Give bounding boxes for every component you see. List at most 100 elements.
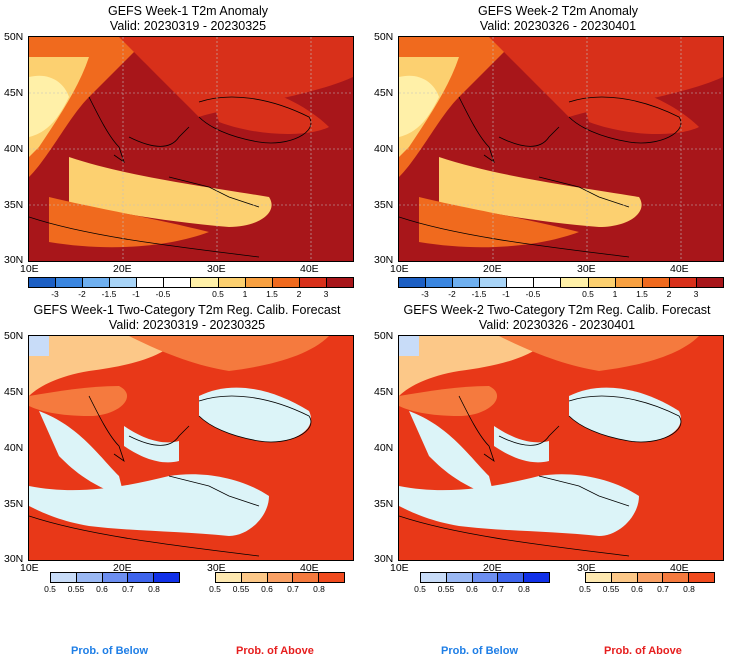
above1-swatch — [319, 573, 344, 582]
cb1-swatch-0 — [29, 278, 57, 287]
cb1-label: -2 — [78, 289, 86, 299]
cb1-label: 0.5 — [212, 289, 224, 299]
p4-lat-30: 30N — [374, 553, 394, 565]
p3-lon-30: 30E — [207, 562, 226, 574]
above2-swatch — [663, 573, 690, 582]
cb1-swatch-7 — [218, 278, 246, 287]
cb2-label: 1 — [612, 289, 618, 299]
above2-swatch — [586, 573, 612, 582]
cb2-label: -1.5 — [471, 289, 487, 299]
cb2-label: 1.5 — [636, 289, 648, 299]
above2-label: 0.55 — [602, 584, 620, 594]
p2-lat-35: 35N — [374, 199, 394, 211]
below2-swatch — [472, 573, 499, 582]
p1-lon-20: 20E — [113, 263, 132, 275]
anomaly-colorbar-2 — [398, 277, 724, 288]
p2-lon-40: 40E — [670, 263, 689, 275]
cb1-swatch-5 — [164, 278, 192, 287]
anomaly-map-week1 — [29, 37, 353, 261]
above1-label: 0.6 — [261, 584, 273, 594]
cb2-swatch-2 — [453, 278, 481, 287]
below1-label: 0.7 — [122, 584, 134, 594]
prob-above-labels-2: 0.5 0.55 0.6 0.7 0.8 — [579, 584, 715, 596]
p3-lon-20: 20E — [113, 562, 132, 574]
above2-swatch — [611, 573, 638, 582]
above1-label: 0.5 — [209, 584, 221, 594]
cb1-swatch-6 — [191, 278, 219, 287]
cb2-swatch-9 — [642, 278, 670, 287]
prob-above-labels-1: 0.5 0.55 0.6 0.7 0.8 — [209, 584, 345, 596]
cb2-swatch-5 — [534, 278, 562, 287]
panel4-title-text: GEFS Week-2 Two-Category T2m Reg. Calib.… — [403, 303, 711, 317]
p1-lat-40: 40N — [4, 143, 24, 155]
anomaly-map-week2 — [399, 37, 723, 261]
p2-lat-40: 40N — [374, 143, 394, 155]
p4-lat-45: 45N — [374, 386, 394, 398]
p1-lat-50: 50N — [4, 31, 24, 43]
cb1-label: -1 — [132, 289, 140, 299]
prob-below-labels-2: 0.5 0.55 0.6 0.7 0.8 — [414, 584, 550, 596]
p3-lat-30: 30N — [4, 553, 24, 565]
p2-lat-50: 50N — [374, 31, 394, 43]
cb2-swatch-1 — [426, 278, 454, 287]
p2-lat-30: 30N — [374, 254, 394, 266]
prob-below-colorbar-2 — [420, 572, 550, 583]
p3-lat-45: 45N — [4, 386, 24, 398]
p4-lon-40: 40E — [670, 562, 689, 574]
cb2-label: -3 — [421, 289, 429, 299]
below1-swatch — [102, 573, 129, 582]
cb2-swatch-8 — [615, 278, 643, 287]
cb1-swatch-8 — [245, 278, 273, 287]
above2-label: 0.8 — [683, 584, 695, 594]
panel3-title: GEFS Week-1 Two-Category T2m Reg. Calib.… — [2, 303, 372, 333]
below1-label: 0.55 — [67, 584, 85, 594]
p1-lon-30: 30E — [207, 263, 226, 275]
legend-prob-below-1: Prob. of Below — [71, 645, 148, 657]
anomaly-colorbar-labels-1: -3 -2 -1.5 -1 -0.5 0.5 1 1.5 2 3 — [28, 289, 354, 301]
above2-label: 0.6 — [631, 584, 643, 594]
cb1-swatch-3 — [110, 278, 138, 287]
panel2-title-text: GEFS Week-2 T2m Anomaly — [477, 4, 638, 18]
panel4-valid-text: Valid: 20230326 - 20230401 — [478, 318, 636, 332]
p1-lon-10: 10E — [20, 263, 39, 275]
above1-label: 0.55 — [232, 584, 250, 594]
above1-swatch — [293, 573, 320, 582]
cb1-swatch-4 — [137, 278, 165, 287]
cb1-swatch-9 — [272, 278, 300, 287]
prob-map-week2 — [399, 336, 723, 560]
below2-swatch — [421, 573, 447, 582]
legend-prob-above-2: Prob. of Above — [604, 645, 682, 657]
prob-above-colorbar-2 — [585, 572, 715, 583]
p1-lon-40: 40E — [300, 263, 319, 275]
p3-lon-10: 10E — [20, 562, 39, 574]
p4-lon-20: 20E — [483, 562, 502, 574]
below2-label: 0.5 — [414, 584, 426, 594]
cb1-swatch-2 — [83, 278, 111, 287]
cb1-label: 2 — [296, 289, 302, 299]
cb2-swatch-7 — [588, 278, 616, 287]
below2-label: 0.6 — [466, 584, 478, 594]
panel4-map — [398, 335, 724, 561]
cb1-label: -1.5 — [101, 289, 117, 299]
panel1-map — [28, 36, 354, 262]
p2-lon-20: 20E — [483, 263, 502, 275]
above1-label: 0.8 — [313, 584, 325, 594]
p3-lat-35: 35N — [4, 498, 24, 510]
below1-swatch — [154, 573, 179, 582]
below2-swatch — [446, 573, 473, 582]
above2-swatch — [689, 573, 714, 582]
below1-swatch — [51, 573, 77, 582]
above2-swatch — [637, 573, 664, 582]
cb2-swatch-0 — [399, 278, 427, 287]
p4-lat-50: 50N — [374, 330, 394, 342]
panel2-map — [398, 36, 724, 262]
p2-lon-30: 30E — [577, 263, 596, 275]
cb2-label: -1 — [502, 289, 510, 299]
panel1-valid-text: Valid: 20230319 - 20230325 — [109, 19, 267, 33]
cb2-label: 0.5 — [582, 289, 594, 299]
panel4-title: GEFS Week-2 Two-Category T2m Reg. Calib.… — [372, 303, 740, 333]
legend-prob-below-2: Prob. of Below — [441, 645, 518, 657]
p4-lat-40: 40N — [374, 442, 394, 454]
p1-lat-35: 35N — [4, 199, 24, 211]
above1-swatch — [216, 573, 242, 582]
